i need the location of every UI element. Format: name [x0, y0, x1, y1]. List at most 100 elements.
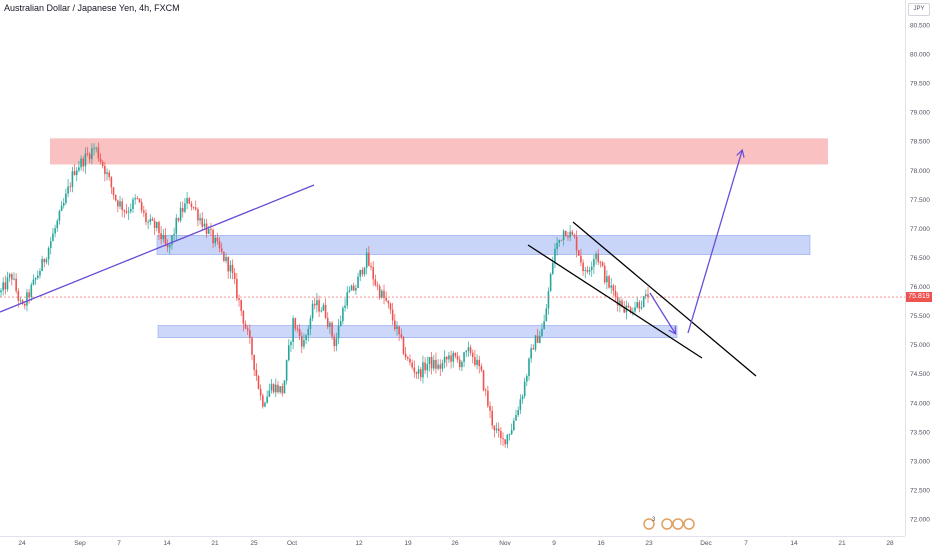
candle-body	[608, 276, 610, 288]
earnings-event-icon[interactable]	[643, 518, 655, 530]
candle-body	[259, 388, 262, 396]
candle-body	[415, 372, 418, 374]
dividend-event-icon[interactable]	[661, 518, 673, 530]
projected-drop-arrow[interactable]	[649, 292, 675, 333]
time-tick-label: 7	[744, 540, 748, 547]
candle-body	[305, 335, 307, 341]
candle-body	[389, 303, 392, 310]
candle-body	[49, 241, 52, 249]
candle-body	[28, 292, 30, 298]
candle-body	[207, 229, 210, 234]
candle-body	[571, 231, 574, 235]
candle-body	[316, 300, 318, 306]
candle-body	[123, 210, 126, 212]
candle-body	[270, 384, 273, 391]
candle-body	[246, 328, 249, 331]
price-tick-label: 78.500	[910, 139, 930, 146]
candle-body	[166, 243, 169, 248]
demand-zone[interactable]	[157, 325, 678, 338]
candle-body	[54, 228, 56, 234]
supply-zone[interactable]	[156, 235, 811, 255]
time-tick-label: 14	[790, 540, 798, 547]
channel-lower-line[interactable]	[527, 244, 703, 359]
time-tick-label: Oct	[287, 540, 297, 547]
candle-body	[413, 367, 416, 373]
candle-body	[489, 405, 491, 411]
dividend-event-icon[interactable]	[683, 518, 695, 530]
candle-body	[153, 220, 156, 229]
candle-body	[363, 267, 366, 275]
candle-body	[155, 221, 158, 229]
current-price-label: 75.819	[906, 292, 932, 303]
candle-body	[225, 256, 227, 261]
candle-body	[82, 158, 85, 167]
candle-body	[647, 294, 649, 298]
candle-body	[117, 200, 119, 207]
candle-body	[521, 396, 524, 400]
time-tick-label: 16	[597, 540, 605, 547]
time-tick-label: 21	[211, 540, 219, 547]
rising-trendline[interactable]	[0, 184, 315, 313]
candle-body	[32, 279, 35, 285]
candle-body	[158, 221, 160, 234]
price-tick-label: 79.500	[910, 81, 930, 88]
candle-body	[636, 302, 638, 308]
time-tick-label: Sep	[74, 540, 86, 547]
candle-body	[231, 264, 234, 273]
candle-body	[385, 297, 387, 301]
candle-body	[355, 287, 357, 291]
price-tick-label: 74.000	[910, 400, 930, 407]
candle-body	[223, 251, 225, 261]
time-tick-label: 25	[250, 540, 258, 547]
candle-body	[368, 252, 370, 266]
candle-body	[335, 338, 338, 347]
candle-body	[73, 171, 76, 176]
currency-label[interactable]: JPY	[908, 3, 930, 16]
candle-body	[387, 300, 390, 304]
event-markers[interactable]: 3	[643, 517, 695, 530]
candle-body	[91, 148, 93, 160]
candle-body	[320, 310, 323, 312]
candle-body	[590, 266, 593, 271]
channel-upper-line[interactable]	[572, 221, 757, 377]
candle-body	[402, 337, 405, 354]
candle-body	[370, 265, 372, 268]
dividend-event-icon[interactable]	[672, 518, 684, 530]
candle-body	[127, 211, 130, 213]
candle-body	[181, 207, 184, 212]
candle-body	[586, 270, 589, 272]
time-tick-label: 12	[355, 540, 363, 547]
price-axis: 72.000 72.500 73.000 73.500 74.000 74.500 75.0…	[910, 23, 930, 524]
candle-body	[179, 207, 182, 221]
candle-body	[281, 386, 284, 394]
candle-body	[45, 259, 48, 263]
candle-body	[145, 212, 147, 223]
candle-body	[448, 355, 450, 360]
resistance-zone[interactable]	[50, 138, 828, 165]
candle-body	[24, 303, 26, 306]
price-tick-label: 77.000	[910, 226, 930, 233]
candle-body	[262, 395, 264, 407]
projected-rise-arrow[interactable]	[687, 151, 742, 334]
candle-body	[519, 399, 522, 411]
candle-body	[136, 198, 139, 199]
candle-body	[517, 410, 519, 416]
candle-body	[461, 361, 463, 368]
price-tick-label: 76.500	[910, 255, 930, 262]
candle-body	[199, 218, 201, 221]
candle-body	[606, 276, 608, 283]
candle-body	[465, 350, 468, 353]
candle-body	[140, 202, 143, 211]
candle-body	[506, 434, 509, 445]
price-tick-label: 78.000	[910, 168, 930, 175]
candle-body	[339, 321, 342, 326]
candle-body	[93, 148, 95, 149]
candle-body	[171, 235, 173, 245]
time-tick-label: 28	[886, 540, 894, 547]
candle-body	[177, 218, 180, 221]
candle-body	[300, 336, 303, 347]
candle-body	[450, 355, 452, 362]
candle-body	[307, 328, 310, 336]
candle-body	[554, 248, 556, 264]
